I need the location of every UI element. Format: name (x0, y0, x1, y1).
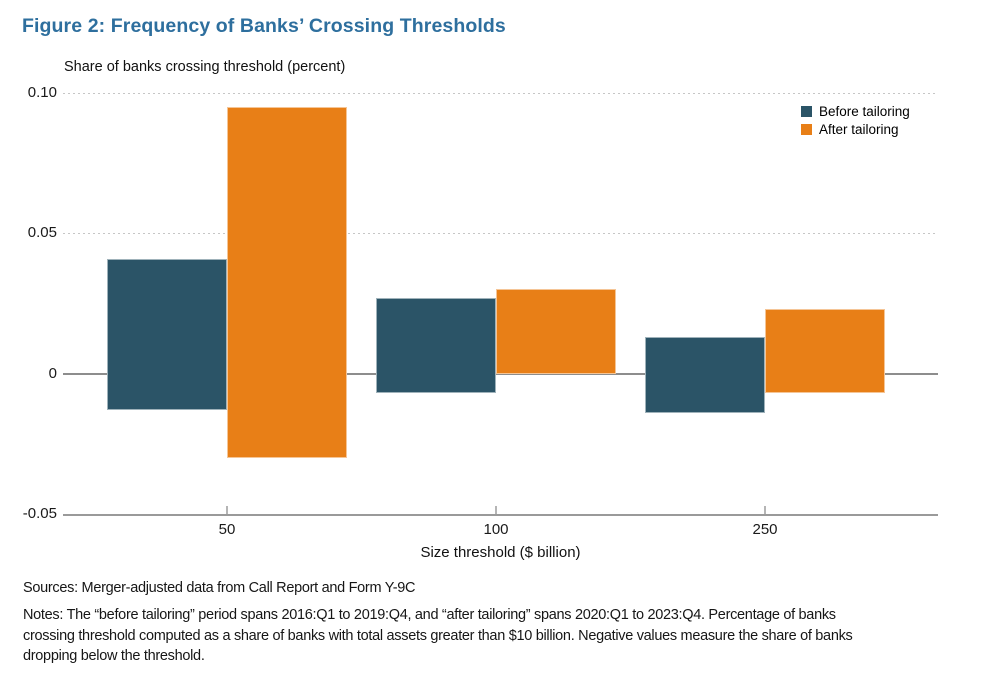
legend-item-after-tailoring: After tailoring (801, 122, 910, 137)
chart-legend: Before tailoring After tailoring (801, 104, 910, 137)
y-tick-label: 0.05 (27, 224, 57, 242)
x-tick-mark (764, 506, 766, 514)
sources-note: Sources: Merger-adjusted data from Call … (23, 580, 416, 596)
notes-text: Notes: The “before tailoring” period spa… (23, 607, 853, 664)
bar-after-tailoring-250 (765, 309, 885, 394)
x-tick-mark (495, 506, 497, 514)
bar-after-tailoring-100 (496, 289, 616, 374)
bar-before-tailoring-250 (645, 337, 765, 413)
legend-label: After tailoring (819, 122, 899, 137)
legend-label: Before tailoring (819, 104, 910, 119)
zero-gridline (63, 372, 938, 375)
bar-before-tailoring-100 (376, 297, 496, 394)
bar-after-tailoring-50 (227, 107, 347, 458)
bar-before-tailoring-50 (107, 258, 227, 411)
y-axis-title: Share of banks crossing threshold (perce… (64, 59, 346, 75)
dotted-gridline (63, 233, 938, 235)
y-tick-label: 0.10 (27, 84, 57, 101)
x-axis-line (63, 514, 938, 516)
x-tick-label: 100 (483, 521, 509, 538)
x-tick-mark (226, 506, 228, 514)
x-tick-label: 50 (218, 521, 236, 538)
x-axis-title: Size threshold ($ billion) (420, 544, 581, 561)
legend-swatch-icon (801, 106, 812, 117)
y-tick-label: -0.05 (22, 505, 57, 522)
dotted-gridline (63, 93, 938, 94)
x-tick-label: 250 (752, 521, 778, 538)
figure-title: Figure 2: Frequency of Banks’ Crossing T… (22, 15, 506, 37)
y-tick-label: 0 (48, 364, 57, 382)
legend-item-before-tailoring: Before tailoring (801, 104, 910, 119)
legend-swatch-icon (801, 124, 812, 135)
